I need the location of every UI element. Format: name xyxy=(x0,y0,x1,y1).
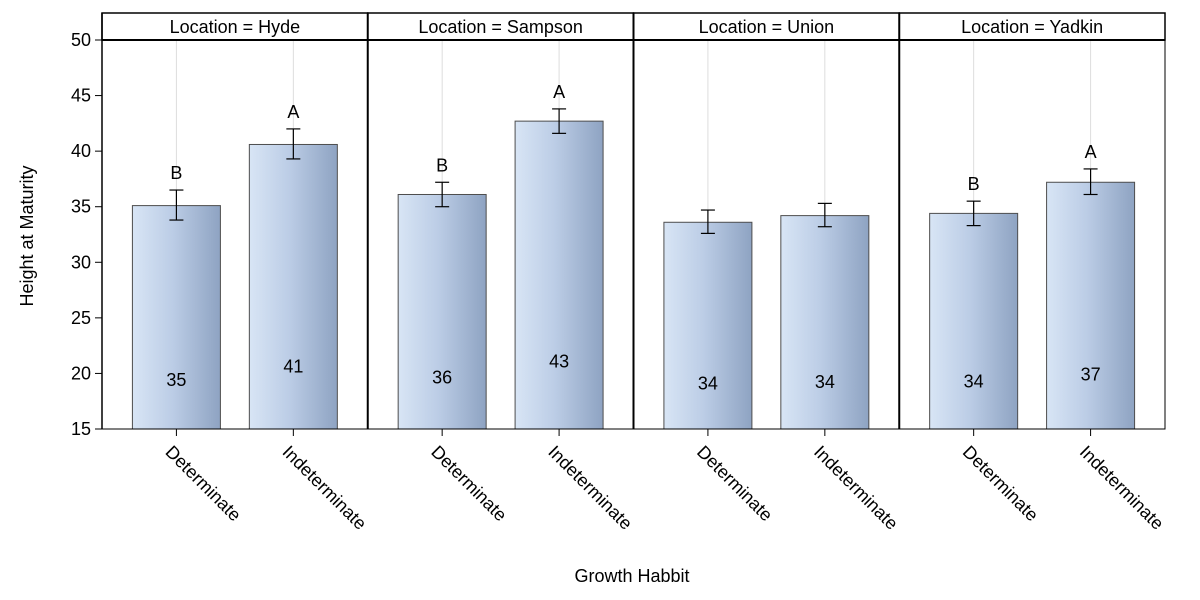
panel-header-label: Location = Yadkin xyxy=(961,17,1103,37)
significance-letter: A xyxy=(1085,142,1097,162)
bar-value-label: 36 xyxy=(432,367,452,387)
bar xyxy=(929,212,1019,430)
y-axis-title: Height at Maturity xyxy=(17,165,37,306)
y-tick-label: 40 xyxy=(71,141,91,161)
bar xyxy=(663,221,753,430)
bar-value-label: 43 xyxy=(549,351,569,371)
panel-header-box xyxy=(367,12,635,41)
bar xyxy=(1046,181,1136,430)
y-tick-label: 15 xyxy=(71,419,91,439)
bar xyxy=(131,205,221,430)
y-tick-label: 30 xyxy=(71,252,91,272)
y-tick-label: 25 xyxy=(71,308,91,328)
x-tick-label: Determinate xyxy=(427,442,510,525)
bar xyxy=(397,193,487,430)
x-axis-title: Growth Habbit xyxy=(574,566,689,586)
bar-value-label: 41 xyxy=(283,356,303,376)
bar xyxy=(514,120,604,430)
significance-letter: A xyxy=(287,102,299,122)
y-tick-label: 20 xyxy=(71,363,91,383)
bar xyxy=(248,143,338,430)
bar-value-label: 34 xyxy=(698,374,718,394)
x-tick-label: Indeterminate xyxy=(810,442,902,534)
y-tick-label: 45 xyxy=(71,86,91,106)
bar-value-label: 35 xyxy=(166,370,186,390)
bar-value-label: 34 xyxy=(815,372,835,392)
bar-value-label: 34 xyxy=(964,372,984,392)
significance-letter: B xyxy=(968,174,980,194)
bar xyxy=(780,215,870,430)
panel-header-label: Location = Sampson xyxy=(418,17,583,37)
significance-letter: B xyxy=(170,163,182,183)
y-tick-label: 35 xyxy=(71,197,91,217)
panel-header-label: Location = Hyde xyxy=(170,17,301,37)
significance-letter: B xyxy=(436,155,448,175)
x-tick-label: Determinate xyxy=(693,442,776,525)
x-tick-label: Indeterminate xyxy=(544,442,636,534)
x-tick-label: Indeterminate xyxy=(1076,442,1168,534)
significance-letter: A xyxy=(553,82,565,102)
plot-area: 15 20 25 30 35 40 45 50 Location = Hyde B 35 Determ… xyxy=(71,12,1168,534)
x-tick-label: Indeterminate xyxy=(279,442,371,534)
panel-header-label: Location = Union xyxy=(699,17,835,37)
y-tick-label: 50 xyxy=(71,30,91,50)
bar-value-label: 37 xyxy=(1081,365,1101,385)
x-tick-label: Determinate xyxy=(162,442,245,525)
x-tick-label: Determinate xyxy=(959,442,1042,525)
